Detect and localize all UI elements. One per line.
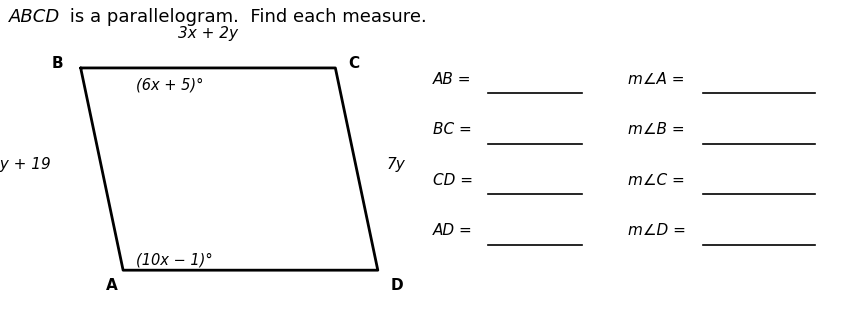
Text: m∠B =: m∠B = <box>628 122 685 137</box>
Text: ABCD: ABCD <box>8 8 59 26</box>
Text: (6x + 5)°: (6x + 5)° <box>136 78 204 93</box>
Text: A: A <box>106 278 118 293</box>
Text: CD =: CD = <box>433 173 473 188</box>
Text: B: B <box>52 56 64 71</box>
Text: m∠A =: m∠A = <box>628 71 685 87</box>
Text: BC =: BC = <box>433 122 472 137</box>
Text: m∠C =: m∠C = <box>628 173 685 188</box>
Text: 7y: 7y <box>386 157 405 172</box>
Text: AD =: AD = <box>433 223 473 238</box>
Text: 5y + 19: 5y + 19 <box>0 157 51 172</box>
Text: C: C <box>348 56 359 71</box>
Text: 3x + 2y: 3x + 2y <box>178 26 238 41</box>
Text: AB =: AB = <box>433 71 471 87</box>
Text: m∠D =: m∠D = <box>628 223 686 238</box>
Text: is a parallelogram.  Find each measure.: is a parallelogram. Find each measure. <box>64 8 426 26</box>
Text: (10x − 1)°: (10x − 1)° <box>136 253 212 268</box>
Text: D: D <box>391 278 403 293</box>
